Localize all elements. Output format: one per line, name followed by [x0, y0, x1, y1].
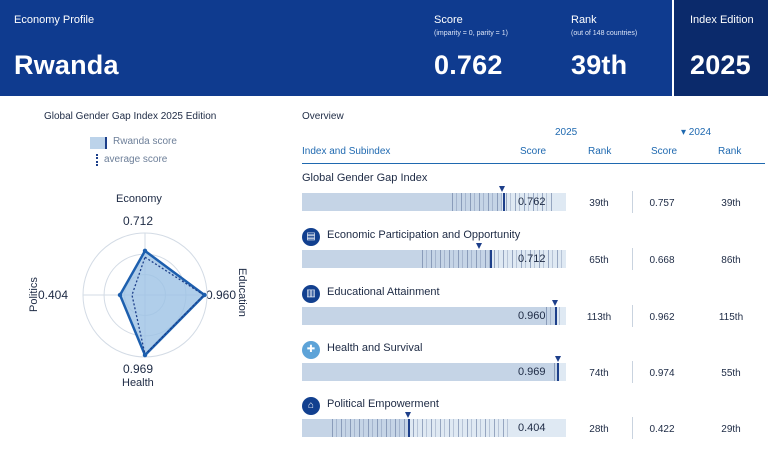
edition-year: 2025: [690, 50, 751, 80]
radar-rwanda-series: [118, 249, 207, 358]
row-rank-prev: 29th: [721, 424, 741, 435]
row-score-prev: 0.668: [649, 255, 675, 266]
row-rank-prev: 86th: [721, 255, 741, 266]
education-icon: ▥: [302, 285, 320, 303]
radar-value-politics: 0.404: [38, 288, 69, 302]
year-current: 2025: [555, 127, 578, 138]
score-bar-education: 0.960: [302, 307, 566, 325]
radar-value-economy: 0.712: [123, 214, 154, 228]
year-previous[interactable]: ▾ 2024: [681, 127, 712, 138]
country-marker: [555, 307, 557, 325]
row-rank: 65th: [589, 255, 609, 266]
country-marker: [557, 363, 559, 381]
average-legend-label: average score: [104, 154, 168, 165]
row-score-prev: 0.422: [649, 424, 675, 435]
col-rank-prev: Rank: [718, 146, 742, 157]
row-rank: 113th: [586, 312, 612, 323]
row-score-prev: 0.974: [649, 368, 675, 379]
rank-label: Rank: [571, 14, 597, 26]
average-marker: [552, 300, 558, 306]
row-score-prev: 0.757: [649, 198, 675, 209]
row-title-politics: Political Empowerment: [327, 398, 439, 410]
row-title-economy: Economic Participation and Opportunity: [327, 229, 521, 241]
average-marker: [405, 412, 411, 418]
edition-label: Index Edition: [690, 14, 754, 26]
row-title-health: Health and Survival: [327, 342, 423, 354]
country-marker: [490, 250, 492, 268]
country-marker: [408, 419, 410, 437]
radar-point-education: [202, 292, 207, 298]
rwanda-legend-swatch: [90, 137, 107, 149]
health-icon: ✚: [302, 341, 320, 359]
row-rank-prev: 39th: [721, 198, 741, 209]
row-score-prev: 0.962: [649, 312, 675, 323]
row-rank: 39th: [589, 198, 609, 209]
average-marker: [476, 243, 482, 249]
country-name: Rwanda: [14, 50, 119, 80]
score-bar-ggg: 0.762: [302, 193, 566, 211]
score-subtitle: (imparity = 0, parity = 1): [434, 30, 508, 37]
radar-point-economy: [142, 248, 148, 254]
column-divider: [632, 248, 633, 270]
radar-point-politics: [117, 292, 123, 298]
row-rank-prev: 55th: [721, 368, 741, 379]
overall-score: 0.762: [434, 50, 503, 80]
column-divider: [632, 191, 633, 213]
score-bar-economy: 0.712: [302, 250, 566, 268]
column-divider: [632, 305, 633, 327]
distribution-strip: [422, 250, 562, 268]
economy-icon: ▤: [302, 228, 320, 246]
radar-point-health: [142, 352, 148, 358]
overview-title: Overview: [302, 111, 344, 122]
radar-value-health: 0.969: [123, 362, 154, 376]
score-fill: [302, 363, 558, 381]
average-legend-swatch: [96, 154, 98, 166]
politics-icon: ⌂: [302, 397, 320, 415]
col-rank: Rank: [588, 146, 612, 157]
row-score: 0.762: [518, 196, 546, 208]
row-score: 0.712: [518, 253, 546, 265]
row-score: 0.960: [518, 310, 546, 322]
row-rank: 74th: [589, 368, 609, 379]
score-label: Score: [434, 14, 463, 26]
radar-axis-health: Health: [122, 377, 154, 389]
average-marker: [499, 186, 505, 192]
distribution-strip: [332, 419, 512, 437]
score-fill: [302, 307, 555, 325]
radar-title: Global Gender Gap Index 2025 Edition: [44, 111, 217, 122]
profile-label: Economy Profile: [14, 14, 95, 26]
row-title-education: Educational Attainment: [327, 286, 440, 298]
row-rank-prev: 115th: [718, 312, 744, 323]
profile-header: Economy Profile Rwanda Score (imparity =…: [0, 0, 768, 96]
distribution-strip: [452, 193, 552, 211]
edition-box: Index Edition 2025: [672, 0, 768, 96]
row-title-ggg: Global Gender Gap Index: [302, 172, 428, 184]
col-score-prev: Score: [651, 146, 678, 157]
row-score: 0.969: [518, 366, 546, 378]
col-index: Index and Subindex: [302, 146, 391, 157]
country-marker: [503, 193, 505, 211]
radar-chart: [82, 232, 208, 358]
rwanda-legend-label: Rwanda score: [113, 136, 177, 147]
score-bar-health: 0.969: [302, 363, 566, 381]
row-rank: 28th: [589, 424, 609, 435]
rank-subtitle: (out of 148 countries): [571, 30, 638, 37]
average-marker: [555, 356, 561, 362]
column-divider: [632, 417, 633, 439]
overall-rank: 39th: [571, 50, 628, 80]
radar-value-education: 0.960: [206, 288, 237, 302]
radar-axis-economy: Economy: [116, 193, 162, 205]
column-divider: [632, 361, 633, 383]
col-score: Score: [520, 146, 547, 157]
row-score: 0.404: [518, 422, 546, 434]
score-bar-politics: 0.404: [302, 419, 566, 437]
header-rule: [302, 163, 765, 164]
